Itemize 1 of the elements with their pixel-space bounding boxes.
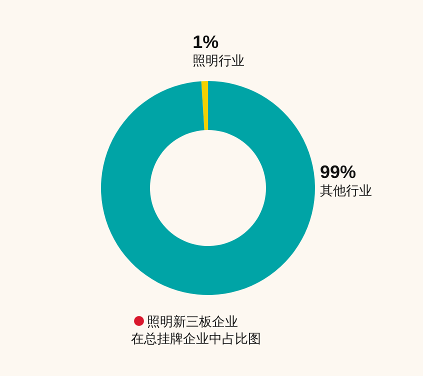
text: 照明新三板企业在总挂牌企业中占比图: [131, 314, 261, 346]
